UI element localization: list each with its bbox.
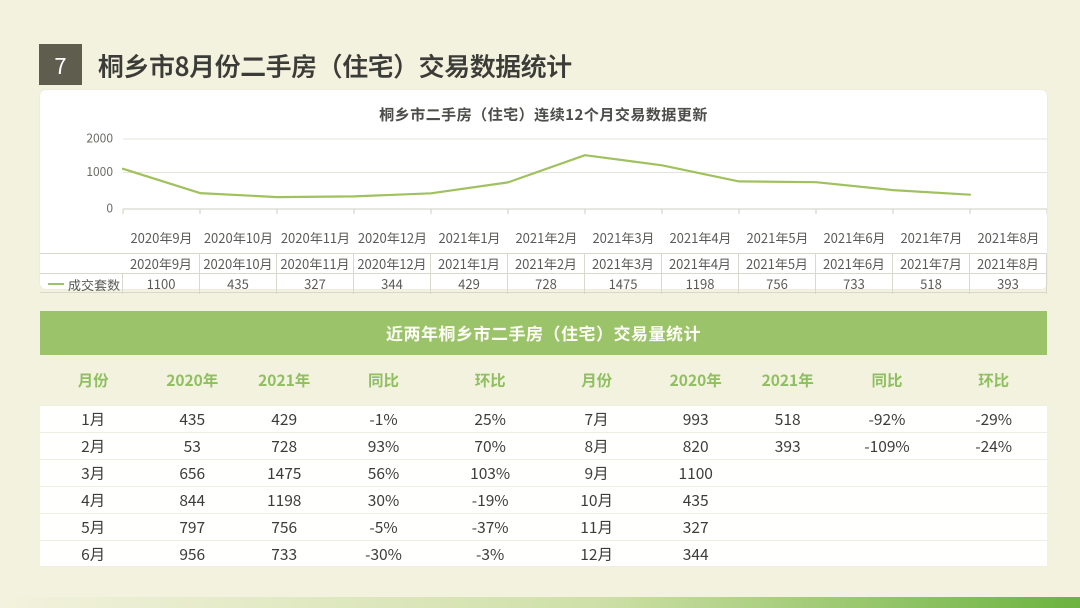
svg-text:1000: 1000 bbox=[86, 163, 113, 180]
svg-text:0: 0 bbox=[106, 200, 113, 217]
svg-text:2000: 2000 bbox=[86, 130, 113, 147]
